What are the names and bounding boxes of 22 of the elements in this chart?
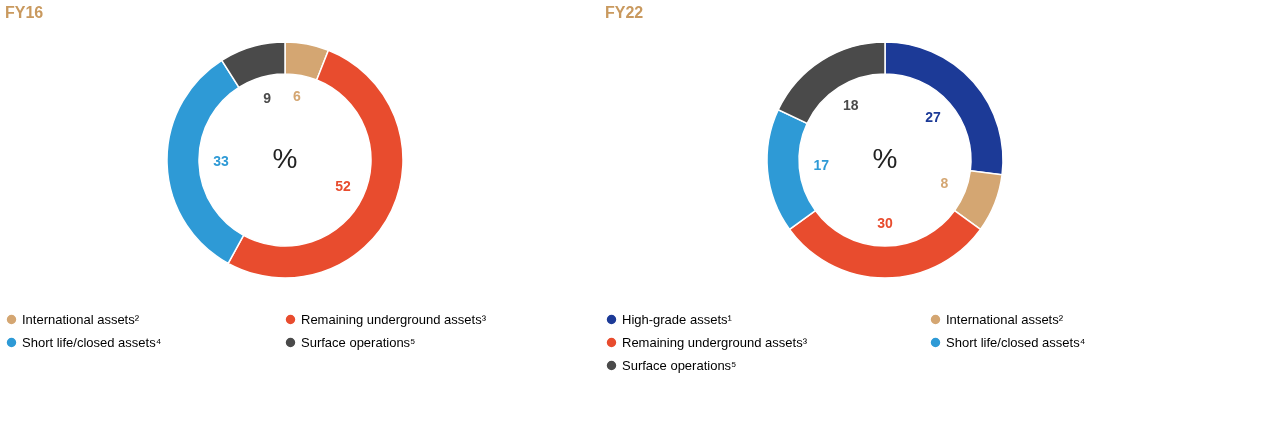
legend-label: International assets² bbox=[22, 311, 140, 327]
legend-label: Short life/closed assets⁴ bbox=[946, 334, 1086, 350]
legend-label: High-grade assets¹ bbox=[622, 311, 733, 327]
text: % bbox=[872, 143, 898, 174]
data-label: 27 bbox=[925, 108, 941, 125]
legend-label: Remaining underground assets³ bbox=[301, 311, 487, 327]
data-label: 30 bbox=[877, 215, 893, 231]
data-label: 9 bbox=[263, 89, 272, 106]
chart-title: FY16 bbox=[5, 4, 44, 21]
data-label: 33 bbox=[213, 153, 230, 170]
chart-title: FY22 bbox=[605, 4, 644, 21]
data-label: 52 bbox=[335, 178, 351, 195]
legend-label: Short life/closed assets⁴ bbox=[22, 334, 162, 350]
legend-label: Remaining underground assets³ bbox=[622, 334, 808, 350]
data-label: 8 bbox=[940, 174, 949, 191]
legend-label: Surface operations⁵ bbox=[301, 334, 416, 350]
data-label: 6 bbox=[293, 88, 302, 105]
data-label: 17 bbox=[813, 157, 830, 174]
data-label: 18 bbox=[842, 96, 859, 113]
legend-label: Surface operations⁵ bbox=[622, 357, 737, 373]
text: % bbox=[272, 143, 298, 174]
legend-label: International assets² bbox=[946, 311, 1064, 327]
